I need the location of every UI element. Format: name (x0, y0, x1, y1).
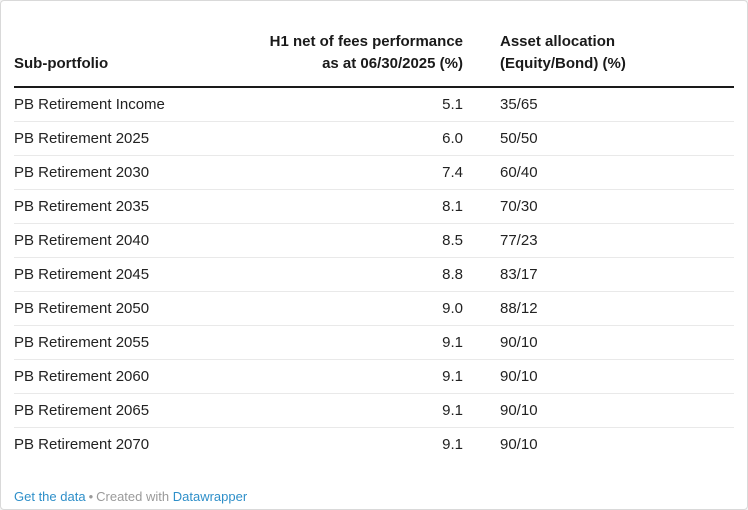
portfolio-name-cell: PB Retirement 2060 (14, 359, 235, 394)
allocation-cell: 77/23 (463, 223, 734, 258)
table-row: PB Retirement 2065 9.1 90/10 (14, 393, 734, 428)
performance-cell: 9.1 (235, 427, 463, 461)
performance-cell: 8.8 (235, 257, 463, 292)
table-header: Sub-portfolio H1 net of fees performance… (14, 1, 734, 88)
table-row: PB Retirement 2070 9.1 90/10 (14, 427, 734, 461)
portfolio-name-cell: PB Retirement 2070 (14, 427, 235, 461)
allocation-cell: 35/65 (500, 96, 538, 113)
datawrapper-link[interactable]: Datawrapper (172, 489, 248, 504)
table-row: PB Retirement 2025 6.0 50/50 (14, 121, 734, 156)
performance-cell: 8.5 (235, 223, 463, 258)
performance-cell: 9.1 (235, 325, 463, 360)
portfolio-name-cell: PB Retirement 2025 (14, 121, 235, 156)
table-row: PB Retirement 2035 8.1 70/30 (14, 189, 734, 224)
performance-cell: 9.1 (235, 393, 463, 428)
allocation-cell: 90/10 (463, 393, 734, 428)
performance-cell: 8.1 (235, 189, 463, 224)
portfolio-name-cell: PB Retirement 2035 (14, 189, 235, 224)
allocation-cell: 83/17 (463, 257, 734, 292)
portfolio-table: Sub-portfolio H1 net of fees performance… (14, 1, 734, 461)
performance-cell: 9.1 (235, 359, 463, 394)
column-header-allocation: Asset allocation (Equity/Bond) (%) (463, 1, 734, 88)
table-row: PB Retirement 2050 9.0 88/12 (14, 291, 734, 326)
portfolio-name-cell: PB Retirement Income (14, 96, 165, 113)
allocation-cell: 70/30 (463, 189, 734, 224)
table-row: PB Retirement 2045 8.8 83/17 (14, 257, 734, 292)
portfolio-name-cell: PB Retirement 2045 (14, 257, 235, 292)
allocation-cell: 50/50 (463, 121, 734, 156)
column-header-label-line2: as at 06/30/2025 (%) (322, 55, 463, 72)
performance-cell: 5.1 (442, 96, 463, 113)
allocation-cell: 60/40 (463, 155, 734, 190)
table-row: PB Retirement 2040 8.5 77/23 (14, 223, 734, 258)
column-header-label-line1: H1 net of fees performance (269, 33, 463, 50)
table-container: Sub-portfolio H1 net of fees performance… (1, 1, 747, 461)
column-header-label: Sub-portfolio (14, 55, 109, 72)
allocation-cell: 88/12 (463, 291, 734, 326)
column-header-label-line1: Asset allocation (500, 33, 616, 50)
table-row: PB Retirement 2055 9.1 90/10 (14, 325, 734, 360)
performance-cell: 7.4 (235, 155, 463, 190)
portfolio-name-cell: PB Retirement 2055 (14, 325, 235, 360)
allocation-cell: 90/10 (463, 359, 734, 394)
column-header-label-line2: (Equity/Bond) (%) (500, 55, 626, 72)
table-row: PB Retirement 2030 7.4 60/40 (14, 155, 734, 190)
performance-cell: 6.0 (235, 121, 463, 156)
table-row: PB Retirement Income 5.1 35/65 (14, 87, 734, 122)
attribution-footer: Get the data • Created with Datawrapper (1, 461, 747, 505)
table-body: PB Retirement Income 5.1 35/65 PB Retire… (14, 87, 734, 461)
portfolio-name-cell: PB Retirement 2030 (14, 155, 235, 190)
portfolio-name-cell: PB Retirement 2040 (14, 223, 235, 258)
allocation-cell: 90/10 (463, 325, 734, 360)
footer-separator: • (88, 489, 94, 504)
performance-cell: 9.0 (235, 291, 463, 326)
created-with-label: Created with (96, 489, 170, 504)
column-header-sub-portfolio: Sub-portfolio (14, 1, 235, 88)
column-header-performance: H1 net of fees performance as at 06/30/2… (235, 1, 463, 88)
table-row: PB Retirement 2060 9.1 90/10 (14, 359, 734, 394)
allocation-cell: 90/10 (463, 427, 734, 461)
portfolio-name-cell: PB Retirement 2065 (14, 393, 235, 428)
get-the-data-link[interactable]: Get the data (14, 489, 86, 504)
portfolio-name-cell: PB Retirement 2050 (14, 291, 235, 326)
